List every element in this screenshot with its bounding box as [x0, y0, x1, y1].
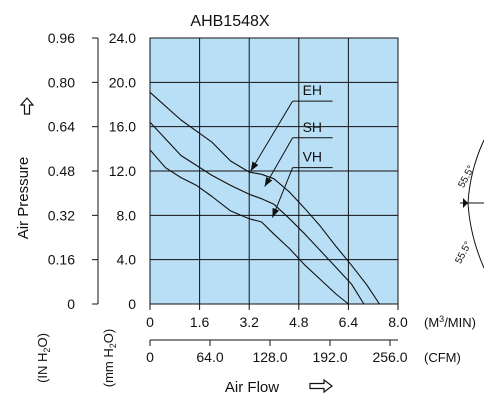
curve-annotations: EH SH VH: [250, 82, 333, 218]
angle-label-top: 55.5°: [456, 164, 477, 190]
annotation-arrowhead: [272, 207, 280, 218]
y-tick-label-inh2o: 0.64: [48, 119, 75, 135]
y-tick-label-inh2o: 0.16: [48, 252, 75, 268]
series-curves: [149, 91, 380, 305]
fan-side-view-fragment: 55.5° 55.5°: [453, 139, 484, 269]
series-line-vh: [149, 149, 349, 305]
y-tick-label-inh2o: 0: [67, 296, 75, 312]
x-tick-label-m3min: 1.6: [190, 314, 210, 330]
x-tick-label-m3min: 3.2: [239, 314, 259, 330]
y-tick-label-mmh2o: 24.0: [109, 30, 136, 46]
y-unit-inh2o: (IN H2O): [35, 333, 52, 383]
y-tick-label-mmh2o: 8.0: [117, 207, 137, 223]
x-tick-label-m3min: 6.4: [339, 314, 359, 330]
x-tick-label-m3min: 4.8: [289, 314, 309, 330]
y-tick-label-mmh2o: 12.0: [109, 163, 136, 179]
y-tick-label-inh2o: 0.32: [48, 207, 75, 223]
x-unit-cfm: (CFM): [424, 350, 461, 365]
annotation-label-eh: EH: [303, 82, 322, 98]
y-axis-ticks: 0 0 4.0 0.16 8.0 0.32 12.0 0.48 16.0 0.64 20.0 0.80…: [48, 30, 136, 312]
annotation-label-sh: SH: [303, 119, 322, 135]
y-tick-label-mmh2o: 4.0: [117, 252, 137, 268]
series-line-sh: [149, 121, 365, 305]
x-tick-label-cfm: 192.0: [312, 349, 347, 365]
x-tick-label-cfm: 64.0: [196, 349, 223, 365]
x-tick-label-cfm: 0: [146, 349, 154, 365]
y-tick-label-inh2o: 0.80: [48, 74, 75, 90]
x-axis-label: Air Flow: [225, 379, 279, 396]
angle-label-bottom: 55.5°: [453, 240, 474, 266]
y-tick-label-mmh2o: 20.0: [109, 74, 136, 90]
y-tick-label-mmh2o: 16.0: [109, 119, 136, 135]
y-unit-mmh2o: (mm H2O): [101, 329, 118, 387]
annotation-label-vh: VH: [303, 149, 322, 165]
up-arrow-outline-icon: [19, 97, 35, 115]
y-tick-label-inh2o: 0.96: [48, 30, 75, 46]
x-unit-m3min: (M3/MIN): [424, 314, 476, 330]
y-tick-label-mmh2o: 0: [128, 296, 136, 312]
y-axis-label: Air Pressure: [15, 157, 32, 240]
x-tick-label-cfm: 128.0: [252, 349, 287, 365]
chart-title: AHB1548X: [190, 13, 269, 30]
annotation-arrowhead: [250, 161, 259, 171]
x-axis-ticks: 0 1.6 3.2 4.8 6.4 8.0 0 64.0 128.0 192.0 256.0: [146, 304, 408, 365]
annotation-leader: [250, 100, 294, 172]
right-arrow-outline-icon: [309, 378, 333, 394]
x-tick-label-cfm: 256.0: [372, 349, 407, 365]
x-tick-label-m3min: 0: [146, 314, 154, 330]
annotation-leader: [264, 137, 294, 187]
x-tick-label-m3min: 8.0: [388, 314, 408, 330]
annotation-arrowhead: [264, 176, 273, 187]
series-line-eh: [149, 91, 380, 305]
y-tick-label-inh2o: 0.48: [48, 163, 75, 179]
